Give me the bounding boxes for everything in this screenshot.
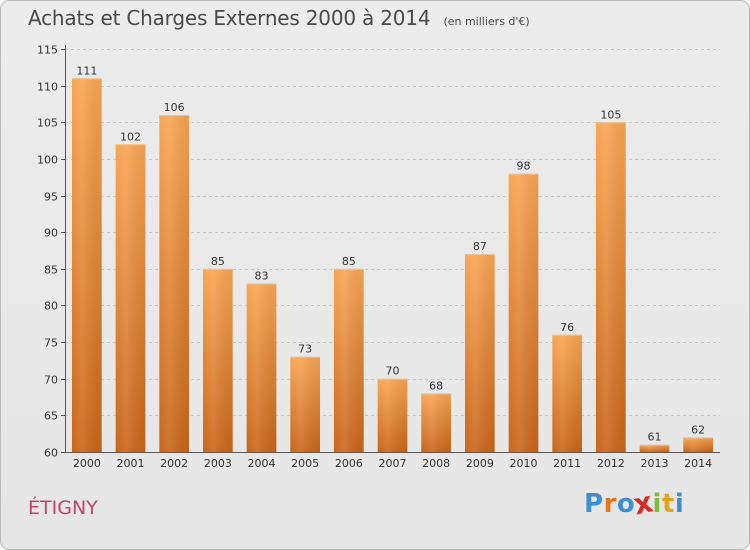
bar-shading (508, 173, 539, 452)
bar-shading (639, 444, 670, 452)
value-label: 85 (342, 255, 356, 268)
bar-shading (246, 283, 277, 452)
y-tick-label: 75 (44, 337, 58, 350)
value-label: 87 (473, 240, 487, 253)
bar-shading (683, 437, 714, 452)
proxiti-logo: Proxiti (584, 486, 685, 522)
y-tick-label: 90 (44, 227, 58, 240)
value-label: 62 (691, 423, 705, 436)
y-tick-label: 85 (44, 264, 58, 277)
logo-letter: t (661, 489, 675, 519)
bar-shading (595, 122, 626, 452)
y-tick-label: 115 (37, 44, 58, 57)
x-tick-label: 2002 (160, 457, 188, 470)
bar-shading (333, 268, 364, 452)
bar-shading (115, 144, 146, 452)
bar-shading (202, 268, 233, 452)
y-tick-label: 110 (37, 81, 58, 94)
logo-letter: P (584, 489, 604, 519)
x-tick-label: 2006 (335, 457, 363, 470)
x-tick-label: 2009 (466, 457, 494, 470)
bar-shading (464, 254, 495, 452)
bar-layer (71, 78, 714, 453)
value-label: 102 (120, 130, 141, 143)
value-label: 61 (648, 431, 662, 444)
value-label: 68 (429, 379, 443, 392)
x-tick-label: 2013 (641, 457, 669, 470)
x-tick-label: 2001 (117, 457, 145, 470)
x-tick-label: 2004 (248, 457, 276, 470)
value-label: 105 (600, 108, 621, 121)
x-tick-label: 2000 (73, 457, 101, 470)
bar-shading (377, 378, 408, 452)
value-label: 83 (255, 269, 269, 282)
value-label: 85 (211, 255, 225, 268)
value-label: 73 (298, 343, 312, 356)
bar-shading (290, 356, 321, 452)
label-layer: 60 65 70 75 80 85 90 95 100 105 110 115 111 2000 102 20… (37, 44, 712, 471)
x-tick-label: 2011 (553, 457, 581, 470)
value-label: 106 (164, 101, 185, 114)
logo-letter: i (674, 489, 685, 519)
bar-shading (159, 114, 190, 452)
logo-letter: o (616, 489, 636, 519)
y-tick-label: 105 (37, 117, 58, 130)
chart-title-block: Achats et Charges Externes 2000 à 2014 (… (28, 6, 530, 30)
y-tick-label: 60 (44, 447, 58, 460)
bar-shading (421, 393, 452, 452)
commune-name: ÉTIGNY (28, 497, 98, 519)
y-tick-label: 80 (44, 300, 58, 313)
chart-subtitle: (en milliers d'€) (443, 15, 530, 28)
logo-letter: i (652, 489, 662, 519)
x-tick-label: 2010 (510, 457, 538, 470)
axis-layer (61, 45, 720, 453)
y-tick-label: 95 (44, 191, 58, 204)
value-label: 76 (560, 321, 574, 334)
value-label: 111 (76, 64, 97, 77)
x-tick-label: 2005 (291, 457, 319, 470)
bar-shading (71, 78, 102, 453)
y-tick-label: 65 (44, 410, 58, 423)
chart-title: Achats et Charges Externes 2000 à 2014 (28, 6, 431, 30)
bar-shading (552, 334, 583, 452)
x-tick-label: 2007 (379, 457, 407, 470)
value-label: 70 (386, 365, 400, 378)
x-tick-label: 2003 (204, 457, 232, 470)
x-tick-label: 2008 (422, 457, 450, 470)
y-tick-label: 70 (44, 374, 58, 387)
y-tick-label: 100 (37, 154, 58, 167)
x-tick-label: 2012 (597, 457, 625, 470)
value-label: 98 (517, 160, 531, 173)
x-tick-label: 2014 (684, 457, 712, 470)
logo-letter: r (603, 489, 617, 519)
